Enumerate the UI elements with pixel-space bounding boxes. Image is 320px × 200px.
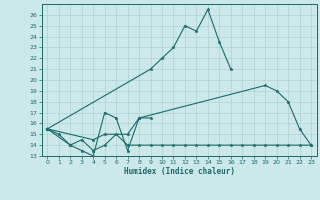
X-axis label: Humidex (Indice chaleur): Humidex (Indice chaleur) bbox=[124, 167, 235, 176]
